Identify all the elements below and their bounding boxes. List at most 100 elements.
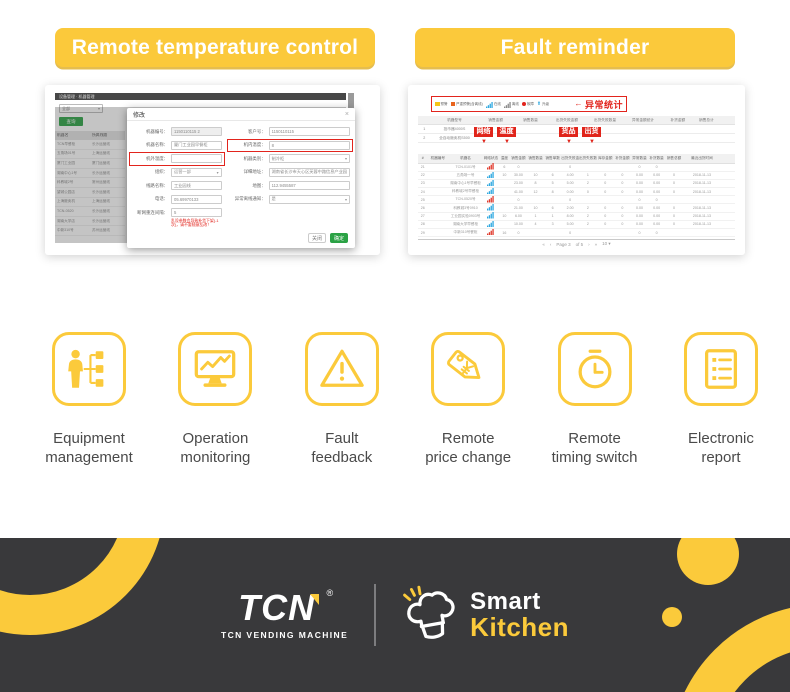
pagination-first[interactable]: « — [542, 241, 545, 247]
mock-field-input[interactable]: 厦门工业园早餐柜 — [171, 140, 222, 150]
mock-table-cell: 0 — [604, 222, 607, 227]
mock-field-input[interactable]: 1150110115 2 — [171, 127, 222, 137]
mock-table-row: 28 湖南大学早餐柜 10.00 4 3 5.00 2 0 0 0.00 0.00 0 2018-11-… — [418, 220, 735, 229]
mock-field-input[interactable]: 5 — [171, 208, 222, 218]
mock-table-cell: 中新310号餐柜 — [453, 230, 478, 235]
mock-field-input[interactable]: 湖南省长沙市天心区芙蓉中路信息产业园 — [268, 167, 350, 177]
mock-table-cell: 工业园实验0903号 — [450, 213, 481, 218]
signal-icon — [487, 163, 495, 170]
pagination-page-size[interactable]: 10 ▾ — [602, 241, 611, 246]
mock-list-rows: TCN早餐柜 长沙运营线 五角场01号 上海运营线 厦门工业园 厦门运营线 湖南中心1号 长沙… — [55, 140, 125, 236]
mock-field-input[interactable]: 工业园线 — [171, 181, 222, 191]
banner-label: Fault reminder — [500, 35, 650, 59]
down-arrow-icon: ▼ — [566, 139, 572, 145]
legend-label: 预警 — [440, 101, 448, 106]
mock-table-cell: 24 — [420, 189, 425, 194]
mock-table-cell: 29 — [420, 230, 425, 235]
feature-label: Remote price change — [425, 430, 512, 466]
mock-field-input[interactable] — [171, 154, 222, 164]
mock-table-rows: 21 TCN-0101号 6 0 0 0 0 22 五角场一号 10 30.00 10 6 4.00 1 0 0… — [418, 163, 735, 238]
mock-table-cell: 0 — [673, 189, 676, 194]
mock-admin-window: 设备管理 · 机器管理 全部 ▾ 查询 机器名 所属线路 TCN早餐柜 长沙运营线… — [55, 93, 355, 248]
feature-remote-timing-switch: Remote timing switch — [534, 332, 656, 468]
mock-group-header-cell: 出货失败金额 — [555, 117, 579, 122]
mock-table-cell: 1 — [551, 214, 554, 219]
signal-icon — [487, 196, 495, 203]
mock-form-field: 断网重连间隔： 5 — [132, 206, 222, 220]
mock-table-header-cell: 异常数量 — [632, 155, 647, 160]
mock-table-cell: 0.00 — [635, 214, 643, 219]
mock-table-cell — [483, 220, 499, 229]
mock-table-cell: TCN-0101号 — [455, 164, 476, 169]
mock-form-field: 异常离线通知：是 — [230, 193, 350, 207]
mock-table-cell: 2 — [586, 206, 589, 211]
mock-table-cell: 1 — [586, 173, 589, 178]
pagination-last[interactable]: » — [594, 241, 598, 247]
deco-circle-small — [662, 607, 682, 627]
mock-table-header-cell: 最近出货时间 — [691, 155, 713, 160]
annotation-chip: 网络 — [474, 127, 493, 138]
annotation-chip: 货品 — [559, 127, 578, 138]
mock-table-cell: 16 — [502, 230, 507, 235]
table-footer-divider — [418, 238, 735, 240]
mock-table-cell: 5 — [551, 181, 554, 186]
mock-field-select[interactable]: 制冷柜 — [268, 154, 350, 164]
mock-list-col: 所属线路 — [92, 133, 108, 137]
mock-cancel-button[interactable]: 关闭 — [307, 233, 326, 243]
mock-field-input[interactable]: 05.69970133 — [171, 194, 222, 204]
mock-table-header-cell: 补货数量 — [649, 155, 664, 160]
signal-icon — [487, 171, 495, 179]
tcn-logo-block: TCN ® TCN VENDING MACHINE — [221, 588, 348, 640]
mock-table-header-cell: 库存金额 — [598, 155, 613, 160]
mock-table-cell — [483, 196, 499, 204]
mock-table-cell: 22 — [420, 173, 425, 178]
legend-item: 预警 — [435, 102, 448, 107]
mock-filter-select[interactable]: 全部 ▾ — [59, 104, 103, 113]
price-tag-icon — [431, 332, 506, 406]
mock-field-input[interactable]: 112.9455587 — [268, 181, 350, 191]
mock-table-cell: 2 — [586, 181, 589, 186]
mock-table-cell: 0 — [621, 181, 624, 186]
mock-field-select[interactable]: 是 — [268, 194, 350, 204]
pagination-of: of 5 — [575, 241, 584, 247]
feature-label: Fault feedback — [311, 430, 373, 466]
mock-table-cell: 0.00 — [635, 181, 643, 186]
mock-field-input[interactable]: 1150110115 — [268, 127, 350, 137]
legend-label: 升级 — [542, 101, 550, 106]
mock-table-cell: 0.00 — [635, 173, 643, 178]
mock-form-field: 线路名称： 工业园线 — [132, 179, 222, 193]
mock-table-cell: 0 — [569, 197, 572, 202]
mock-table-cell: 10 — [502, 214, 507, 219]
mock-table-cell: 28 — [420, 222, 425, 227]
mock-field-select[interactable]: 运营一部 — [171, 167, 222, 177]
mock-table-cell: 0 — [655, 165, 658, 170]
mock-table-header-cell: 机器编号 — [430, 155, 445, 160]
mock-table-row: 23 湖南中心1号早餐柜 23.00 8 5 5.00 2 0 0 0.00 0.00 0 2018-1… — [418, 179, 735, 189]
feature-operation-monitoring: Operation monitoring — [154, 332, 276, 468]
mock-report-window: 预警 严重预警(含离线) 在线 离线 故障 ⬆ 升级 ← 异常统计 机器型号 销售金额 销售数量… — [418, 91, 735, 249]
mock-table-cell: 0 — [621, 189, 624, 194]
mock-field-input[interactable]: 8 — [268, 140, 350, 150]
mock-table-row: 25 TCN-0520号 0 0 0 0 — [418, 196, 735, 205]
mock-table-header-cell: 销售单数 — [545, 155, 560, 160]
legend-item: 在线 — [485, 95, 501, 113]
mock-table-row: 21 TCN-0101号 6 0 0 0 0 — [418, 163, 735, 172]
pagination-next[interactable]: › — [588, 241, 590, 247]
pagination-prev[interactable]: ‹ — [549, 241, 552, 247]
mock-table-row: 22 五角场一号 10 30.00 10 6 4.00 1 0 0 0.00 0.00 0 2018-11… — [418, 171, 735, 180]
brand-kitchen: Kitchen — [470, 611, 570, 642]
mock-confirm-button[interactable]: 确定 — [329, 233, 348, 243]
feature-electronic-report: Electronic report — [660, 332, 782, 468]
mock-table-cell: 10 — [533, 206, 538, 211]
legend-annotation-box: 预警 严重预警(含离线) 在线 离线 故障 ⬆ 升级 ← 异常统计 — [431, 96, 627, 112]
mock-form-field: 电话： 05.69970133 — [132, 193, 222, 207]
mock-table-cell: 0.00 — [653, 214, 661, 219]
mock-table-cell: 21.00 — [513, 206, 523, 211]
mock-table-cell: 湖南大学早餐柜 — [452, 221, 479, 226]
mock-list-row: 湖南中心1号 长沙运营线 — [55, 169, 125, 179]
footer-content: TCN ® TCN VENDING MACHINE — [0, 538, 790, 692]
mock-search-button[interactable]: 查询 — [59, 117, 83, 126]
mock-modal-title: 修改 — [133, 112, 146, 119]
feature-label: Equipment management — [45, 430, 133, 466]
close-icon[interactable]: × — [344, 110, 349, 118]
